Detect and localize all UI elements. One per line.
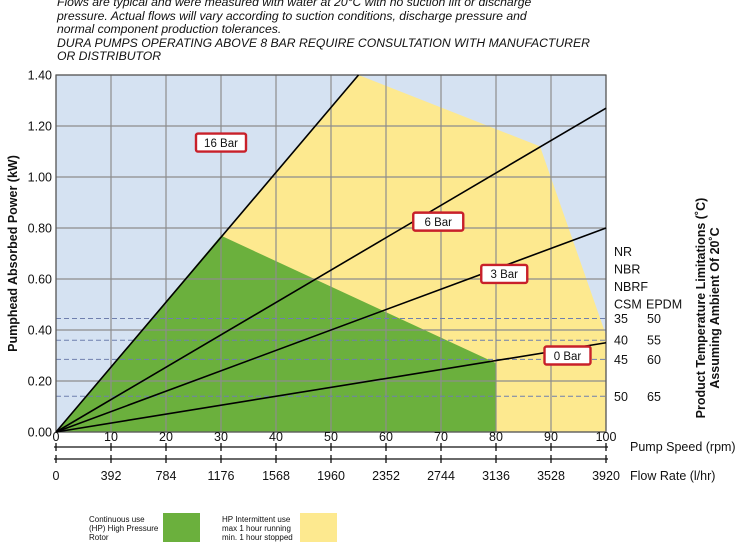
legend-text: (HP) High Pressure — [89, 524, 159, 533]
y-tick-label: 0.80 — [28, 222, 52, 236]
flow-tick-label: 3528 — [537, 469, 565, 483]
y-tick-label: 1.20 — [28, 120, 52, 134]
note-line-4: DURA PUMPS OPERATING ABOVE 8 BAR REQUIRE… — [57, 35, 590, 50]
legend-swatch — [163, 513, 200, 542]
x-tick-label: 40 — [269, 430, 283, 444]
series-label: 0 Bar — [554, 351, 582, 363]
note-line-5: OR DISTRIBUTOR — [57, 49, 162, 64]
flow-tick-label: 2744 — [427, 469, 455, 483]
y-tick-label: 0.00 — [28, 426, 52, 440]
temperature-value: 45 — [614, 353, 628, 367]
y-tick-label: 0.20 — [28, 375, 52, 389]
x-tick-label: 60 — [379, 430, 393, 444]
x-tick-label: 80 — [489, 430, 503, 444]
x-tick-label: 0 — [53, 430, 60, 444]
y-tick-label: 1.00 — [28, 171, 52, 185]
column-header: CSM — [614, 298, 642, 312]
x-tick-label: 90 — [544, 430, 558, 444]
temperature-value: 55 — [647, 334, 661, 348]
temperature-value: 50 — [647, 312, 661, 326]
x-axis-title: Pump Speed (rpm) — [630, 440, 736, 454]
series-label-box — [194, 132, 248, 153]
temperature-value: 60 — [647, 353, 661, 367]
series-label-box — [480, 263, 529, 285]
y-tick-label: 0.60 — [28, 273, 52, 287]
temperature-value: 50 — [614, 390, 628, 404]
series-line-3-bar — [55, 227, 607, 433]
x-tick-label: 70 — [434, 430, 448, 444]
notes: Flows are typical and were measured with… — [57, 0, 657, 64]
flow-tick-label: 3136 — [482, 469, 510, 483]
note-line-1: Flows are typical and were measured with… — [57, 0, 532, 9]
flow-tick-label: 784 — [156, 469, 177, 483]
note-line-2: pressure. Actual flows will vary accordi… — [57, 8, 527, 23]
series-label-box — [543, 345, 592, 366]
series-label-box — [412, 211, 465, 232]
flow-tick-label: 1176 — [208, 469, 235, 483]
series-label: 16 Bar — [204, 138, 238, 150]
y-axis-title: Pumphead Absorbed Power (kW) — [6, 155, 20, 352]
material-label: NBRF — [614, 280, 648, 294]
legend-text: max 1 hour running — [222, 524, 291, 533]
plot-border — [55, 74, 607, 433]
note-line-3: normal component production tolerances. — [57, 22, 282, 37]
temperature-subtitle: Assuming Ambient Of 20˚C — [708, 227, 722, 388]
x-tick-label: 50 — [324, 430, 338, 444]
plot-area — [55, 74, 607, 433]
temperature-value: 40 — [614, 334, 628, 348]
legend-text: Rotor — [89, 533, 109, 542]
temperature-title: Product Temperature Limitations (˚C) — [694, 198, 708, 419]
flow-tick-label: 1568 — [262, 469, 290, 483]
flow-tick-label: 3920 — [592, 469, 620, 483]
flow-tick-label: 2352 — [372, 469, 400, 483]
legend-text: HP Intermittent use — [222, 515, 291, 524]
y-tick-label: 1.40 — [28, 69, 52, 83]
x-tick-label: 30 — [214, 430, 228, 444]
temperature-value: 65 — [647, 390, 661, 404]
flow-axis-title: Flow Rate (l/hr) — [630, 469, 715, 483]
flow-tick-label: 0 — [53, 469, 60, 483]
series-labels: 16 Bar 6 Bar 3 Bar 0 Bar — [194, 132, 592, 366]
series-line-0-bar — [55, 341, 607, 433]
flow-tick-label: 392 — [101, 469, 122, 483]
material-label: NBR — [614, 263, 640, 277]
series-label: 6 Bar — [425, 217, 453, 229]
column-header: EPDM — [646, 298, 682, 312]
legend-text: min. 1 hour stopped — [222, 533, 293, 542]
y-tick-label: 0.40 — [28, 324, 52, 338]
temperature-table: NR NBR NBRF CSM EPDM 35 50 40 55 45 60 50 65 Product … — [614, 198, 722, 419]
x-tick-label: 100 — [596, 430, 617, 444]
axes: 0.00 0.20 0.40 0.60 0.80 1.00 1.20 1.40 Pumphead… — [6, 69, 736, 484]
material-label: NR — [614, 245, 632, 259]
x-tick-label: 20 — [159, 430, 173, 444]
series-label: 3 Bar — [491, 269, 519, 281]
x-tick-label: 10 — [104, 430, 118, 444]
legend-text: Continuous use — [89, 515, 145, 524]
temperature-value: 35 — [614, 312, 628, 326]
series-line-6-bar — [55, 107, 607, 433]
flow-tick-label: 1960 — [317, 469, 345, 483]
legend-swatch — [300, 513, 337, 542]
series-line-16-bar — [55, 74, 360, 433]
